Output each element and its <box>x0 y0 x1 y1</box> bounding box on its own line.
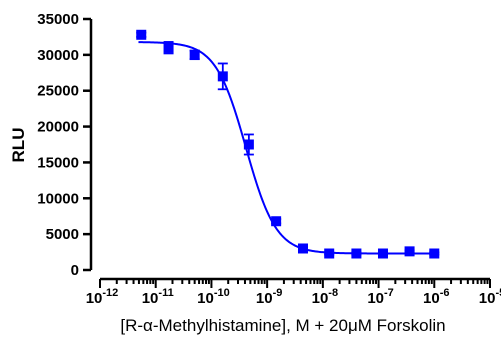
y-axis: 0 5000 10000 15000 20000 25000 30000 35000 <box>37 11 93 279</box>
y-tick-label: 25000 <box>37 83 79 100</box>
data-point <box>429 248 440 259</box>
data-point <box>271 216 282 227</box>
data-point <box>377 248 388 259</box>
y-axis-title: RLU <box>9 128 28 163</box>
x-tick-label: 10-5 <box>479 287 501 307</box>
x-tick-label: 10-7 <box>367 287 393 307</box>
y-tick-label: 5000 <box>46 226 79 243</box>
data-point <box>136 29 147 40</box>
y-tick-label: 35000 <box>37 11 79 28</box>
y-tick-label: 30000 <box>37 47 79 64</box>
data-point <box>324 248 335 259</box>
x-tick-label: 10-11 <box>142 287 174 307</box>
plot-area <box>136 29 440 259</box>
x-tick-label: 10-10 <box>197 287 230 307</box>
y-tick-label: 10000 <box>37 190 79 207</box>
y-tick-label: 15000 <box>37 154 79 171</box>
x-tick-label: 10-9 <box>256 287 282 307</box>
x-tick-label: 10-12 <box>86 287 119 307</box>
x-tick-label: 10-8 <box>312 287 338 307</box>
x-axis: 10-12 10-11 10-10 10-9 10-8 10-7 10-6 10-5 <box>86 277 501 307</box>
y-tick-label: 0 <box>71 262 79 279</box>
data-point <box>297 243 308 254</box>
x-tick-label: 10-6 <box>423 287 449 307</box>
data-point <box>243 139 254 150</box>
x-axis-title: [R-α-Methylhistamine], M + 20μM Forskoli… <box>120 316 445 335</box>
y-tick-label: 20000 <box>37 119 79 136</box>
data-point <box>217 71 228 82</box>
data-point <box>163 42 174 53</box>
fit-curve <box>138 41 438 255</box>
data-point <box>351 248 362 259</box>
data-point <box>189 49 200 60</box>
data-point <box>404 246 415 257</box>
